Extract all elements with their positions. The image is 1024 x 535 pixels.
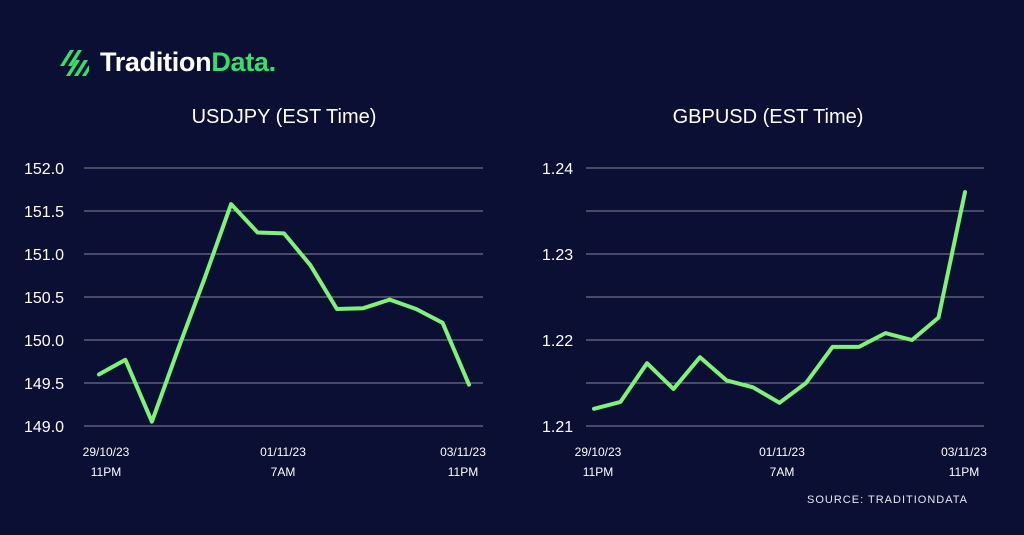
y-tick-label: 1.23 bbox=[542, 247, 573, 264]
x-tick-time: 11PM bbox=[583, 465, 613, 479]
y-tick-label: 150.5 bbox=[24, 290, 64, 307]
y-tick-label: 150.0 bbox=[24, 333, 64, 350]
brand-name: TraditionData. bbox=[100, 47, 276, 78]
y-tick-label: 151.5 bbox=[24, 204, 64, 221]
y-tick-label: 149.0 bbox=[24, 419, 64, 436]
chart-title-usdjpy: USDJPY (EST Time) bbox=[191, 106, 377, 128]
x-tick-time: 7AM bbox=[271, 465, 296, 479]
y-tick-label: 1.24 bbox=[542, 161, 573, 178]
series-line bbox=[592, 190, 967, 411]
x-tick-time: 7AM bbox=[770, 465, 795, 479]
y-tick-label: 152.0 bbox=[24, 161, 64, 178]
series-line bbox=[97, 202, 471, 424]
x-tick-time: 11PM bbox=[448, 465, 478, 479]
y-tick-label: 151.0 bbox=[24, 247, 64, 264]
x-tick-date: 01/11/23 bbox=[759, 445, 805, 459]
brand-name-part2: Data. bbox=[211, 46, 276, 77]
x-tick-date: 03/11/23 bbox=[941, 445, 987, 459]
y-tick-label: 149.5 bbox=[24, 376, 64, 393]
usdjpy-chart: 152.0 151.5 151.0 150.5 150.0 149.5 149.0 29/10… bbox=[24, 161, 486, 479]
y-tick-label: 1.22 bbox=[542, 333, 573, 350]
x-tick-time: 11PM bbox=[949, 465, 979, 479]
x-tick-time: 11PM bbox=[91, 465, 121, 479]
tradition-data-logo-icon bbox=[60, 50, 89, 76]
chart-title-gbpusd: GBPUSD (EST Time) bbox=[672, 106, 864, 128]
y-tick-label: 1.21 bbox=[542, 419, 573, 436]
x-tick-date: 01/11/23 bbox=[260, 445, 306, 459]
brand-name-part1: Tradition bbox=[100, 46, 212, 77]
x-tick-date: 29/10/23 bbox=[575, 445, 622, 459]
x-tick-date: 29/10/23 bbox=[83, 445, 130, 459]
brand-logo: TraditionData. bbox=[58, 44, 276, 80]
x-tick-date: 03/11/23 bbox=[440, 445, 486, 459]
source-note: SOURCE: TRADITIONDATA bbox=[807, 494, 968, 506]
